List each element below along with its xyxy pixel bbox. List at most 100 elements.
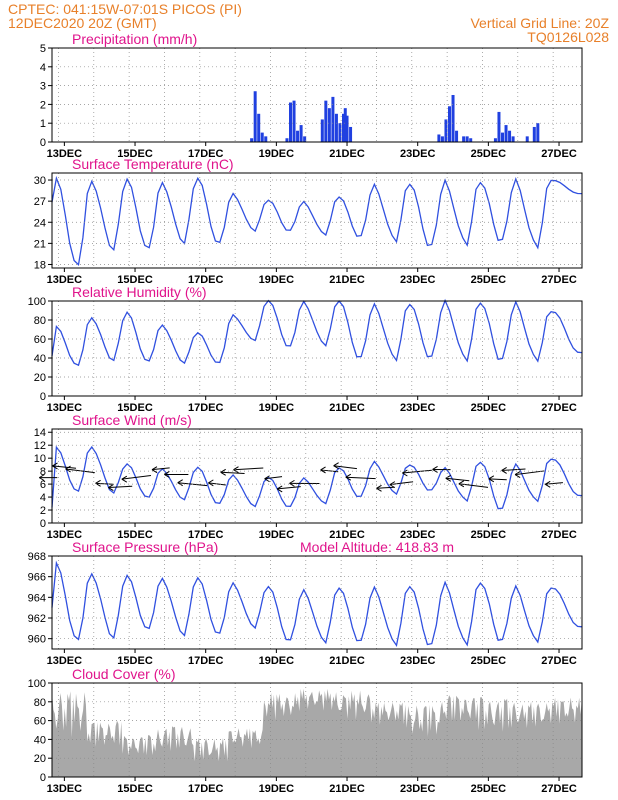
wind-arrow: [345, 476, 376, 480]
x-tick-label: 15DEC: [117, 783, 153, 795]
panel-pres: Surface Pressure (hPa) Model Altitude: 41…: [28, 539, 583, 667]
wind-arrow: [121, 475, 151, 480]
precip-bar: [497, 111, 501, 142]
wind-arrow: [376, 486, 395, 489]
precip-bar: [257, 113, 261, 142]
precip-bar: [462, 136, 466, 142]
x-tick-label: 15DEC: [117, 529, 153, 541]
y-tick-label: 18: [34, 259, 46, 271]
x-tick-label: 13DEC: [47, 274, 83, 286]
y-tick-label: 20: [34, 372, 46, 384]
wind-arrow: [52, 465, 77, 469]
precip-bar: [440, 136, 444, 142]
x-tick-label: 27DEC: [541, 529, 577, 541]
wind-arrow-head: [345, 473, 352, 481]
x-tick-label: 17DEC: [188, 274, 224, 286]
series-line-pres: [51, 560, 583, 648]
wind-arrow: [501, 468, 526, 471]
precip-bar: [525, 136, 529, 142]
y-tick-label: 0: [40, 391, 46, 403]
x-tick-label: 25DEC: [471, 529, 507, 541]
x-tick-label: 17DEC: [188, 402, 224, 414]
y-tick-label: 968: [28, 551, 46, 563]
x-tick-label: 13DEC: [47, 529, 83, 541]
panel-title-pres: Surface Pressure (hPa): [72, 539, 218, 555]
x-tick-label: 27DEC: [541, 148, 577, 160]
y-tick-label: 0: [40, 137, 46, 149]
wind-arrow: [151, 467, 170, 471]
wind-arrow-head: [39, 474, 45, 482]
wind-arrow-head: [488, 475, 495, 483]
header-datetime: 12DEC2020 20Z (GMT): [8, 15, 157, 31]
precip-bar: [508, 130, 512, 142]
y-tick-label: 966: [28, 572, 46, 584]
y-tick-label: 10: [34, 453, 46, 465]
series-line-wind: [51, 445, 583, 510]
precip-bar: [343, 108, 347, 142]
precip-bar: [444, 119, 448, 142]
panel-frame-cloud: [51, 682, 583, 778]
x-tick-label: 19DEC: [259, 783, 295, 795]
wind-arrow: [320, 469, 339, 473]
wind-arrow-head: [164, 471, 170, 478]
wind-arrow: [458, 483, 489, 488]
wind-arrow-head: [151, 466, 158, 474]
precip-bar: [285, 138, 289, 142]
precip-bar: [469, 138, 473, 142]
panel-title-rh: Relative Humidity (%): [72, 284, 207, 300]
x-tick-label: 21DEC: [329, 529, 365, 541]
x-tick-label: 23DEC: [400, 274, 436, 286]
precip-bar: [455, 130, 459, 142]
panel-frame-rh: [51, 300, 583, 397]
x-tick-label: 27DEC: [541, 783, 577, 795]
y-tick-label: 8: [40, 466, 46, 478]
y-tick-label: 100: [28, 296, 46, 308]
precip-bar: [253, 91, 257, 142]
y-tick-label: 12: [34, 440, 46, 452]
precip-bar: [289, 102, 292, 142]
x-tick-label: 13DEC: [47, 148, 83, 160]
panel-frame-precip: [51, 47, 583, 143]
x-tick-label: 25DEC: [471, 783, 507, 795]
x-tick-label: 19DEC: [259, 274, 295, 286]
wind-arrow-head: [264, 475, 270, 483]
y-tick-label: 0: [40, 772, 46, 784]
x-tick-label: 19DEC: [259, 402, 295, 414]
precip-bar: [299, 125, 303, 142]
panel-annotation-pres: Model Altitude: 418.83 m: [300, 539, 454, 555]
y-tick-label: 962: [28, 613, 46, 625]
y-tick-label: 2: [40, 99, 46, 111]
x-tick-label: 21DEC: [329, 402, 365, 414]
y-tick-label: 80: [34, 697, 46, 709]
x-tick-label: 17DEC: [188, 655, 224, 667]
y-tick-label: 1: [40, 118, 46, 130]
y-tick-label: 30: [34, 175, 46, 187]
x-tick-label: 27DEC: [541, 274, 577, 286]
wind-arrow-head: [220, 468, 226, 476]
y-tick-label: 6: [40, 479, 46, 491]
wind-arrow: [445, 477, 470, 482]
precip-bar: [448, 106, 451, 142]
x-tick-label: 13DEC: [47, 655, 83, 667]
y-tick-label: 960: [28, 634, 46, 646]
wind-arrow-head: [52, 462, 58, 470]
wind-arrow: [233, 467, 264, 471]
y-tick-label: 21: [34, 238, 46, 250]
panel-frame-pres: [51, 555, 583, 650]
y-tick-label: 20: [34, 753, 46, 765]
x-tick-label: 21DEC: [329, 274, 365, 286]
wind-arrow-head: [108, 484, 114, 491]
y-tick-label: 24: [34, 217, 46, 229]
x-tick-label: 17DEC: [188, 529, 224, 541]
header-gridline-note: Vertical Grid Line: 20Z: [470, 15, 609, 31]
precip-bar: [320, 119, 324, 142]
y-tick-label: 964: [28, 592, 46, 604]
precip-bar: [296, 130, 300, 142]
y-tick-label: 2: [40, 505, 46, 517]
wind-arrow-head: [233, 466, 239, 474]
x-tick-label: 15DEC: [117, 148, 153, 160]
panel-cloud: Cloud Cover (%) 0 20 40 60 80 100 13DEC 15DEC 17D…: [28, 666, 583, 795]
panel-title-temp: Surface Temperature (nC): [72, 156, 234, 172]
